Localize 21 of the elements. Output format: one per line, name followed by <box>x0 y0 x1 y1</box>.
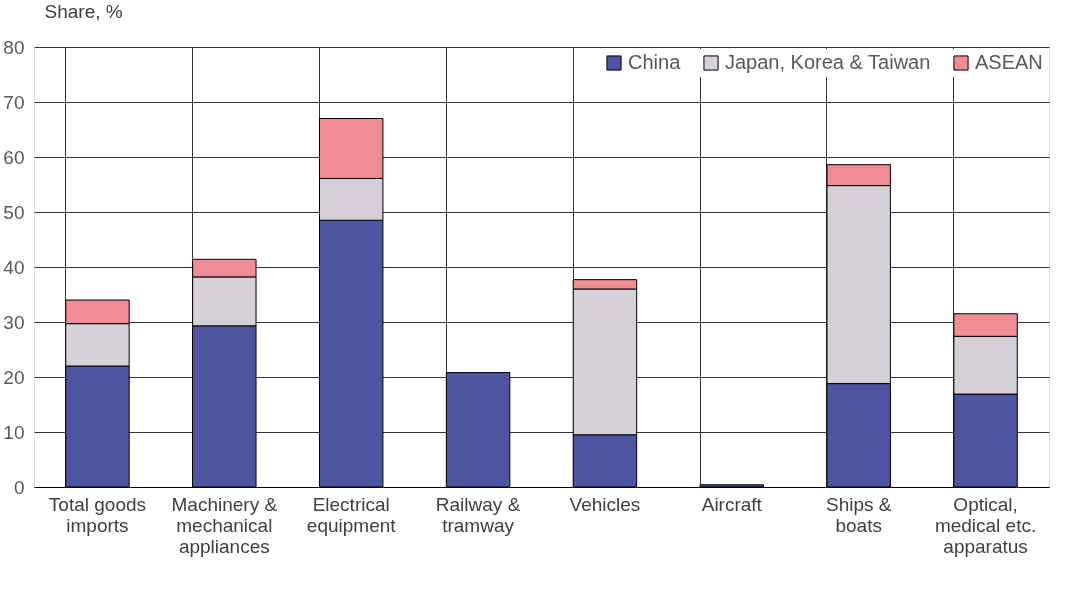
y-tick-label: 0 <box>13 476 25 498</box>
y-axis-title: Share, % <box>44 0 123 22</box>
x-tick-label: Total goods imports <box>48 493 147 536</box>
x-tick-label: Ships & boats <box>825 493 892 536</box>
y-tick-label: 10 <box>3 421 25 443</box>
y-tick-label: 50 <box>3 201 25 223</box>
x-tick-label: Machinery & mechanical appliances <box>171 493 278 557</box>
legend-label: Japan, Korea & Taiwan <box>725 51 931 73</box>
y-tick-label: 70 <box>3 91 25 113</box>
x-tick-label: Railway & tramway <box>435 493 521 536</box>
y-tick-label: 30 <box>3 311 25 333</box>
legend-label: China <box>628 51 682 73</box>
x-tick-label: Electrical equipment <box>306 493 397 536</box>
x-tick-label: Optical, medical etc. apparatus <box>934 493 1037 557</box>
y-tick-label: 40 <box>3 256 25 278</box>
y-tick-label: 80 <box>3 36 25 58</box>
x-tick-label: Vehicles <box>569 493 641 515</box>
x-tick-label: Aircraft <box>701 493 763 515</box>
legend-label: ASEAN <box>975 51 1043 73</box>
y-tick-label: 20 <box>3 366 25 388</box>
y-tick-label: 60 <box>3 146 25 168</box>
